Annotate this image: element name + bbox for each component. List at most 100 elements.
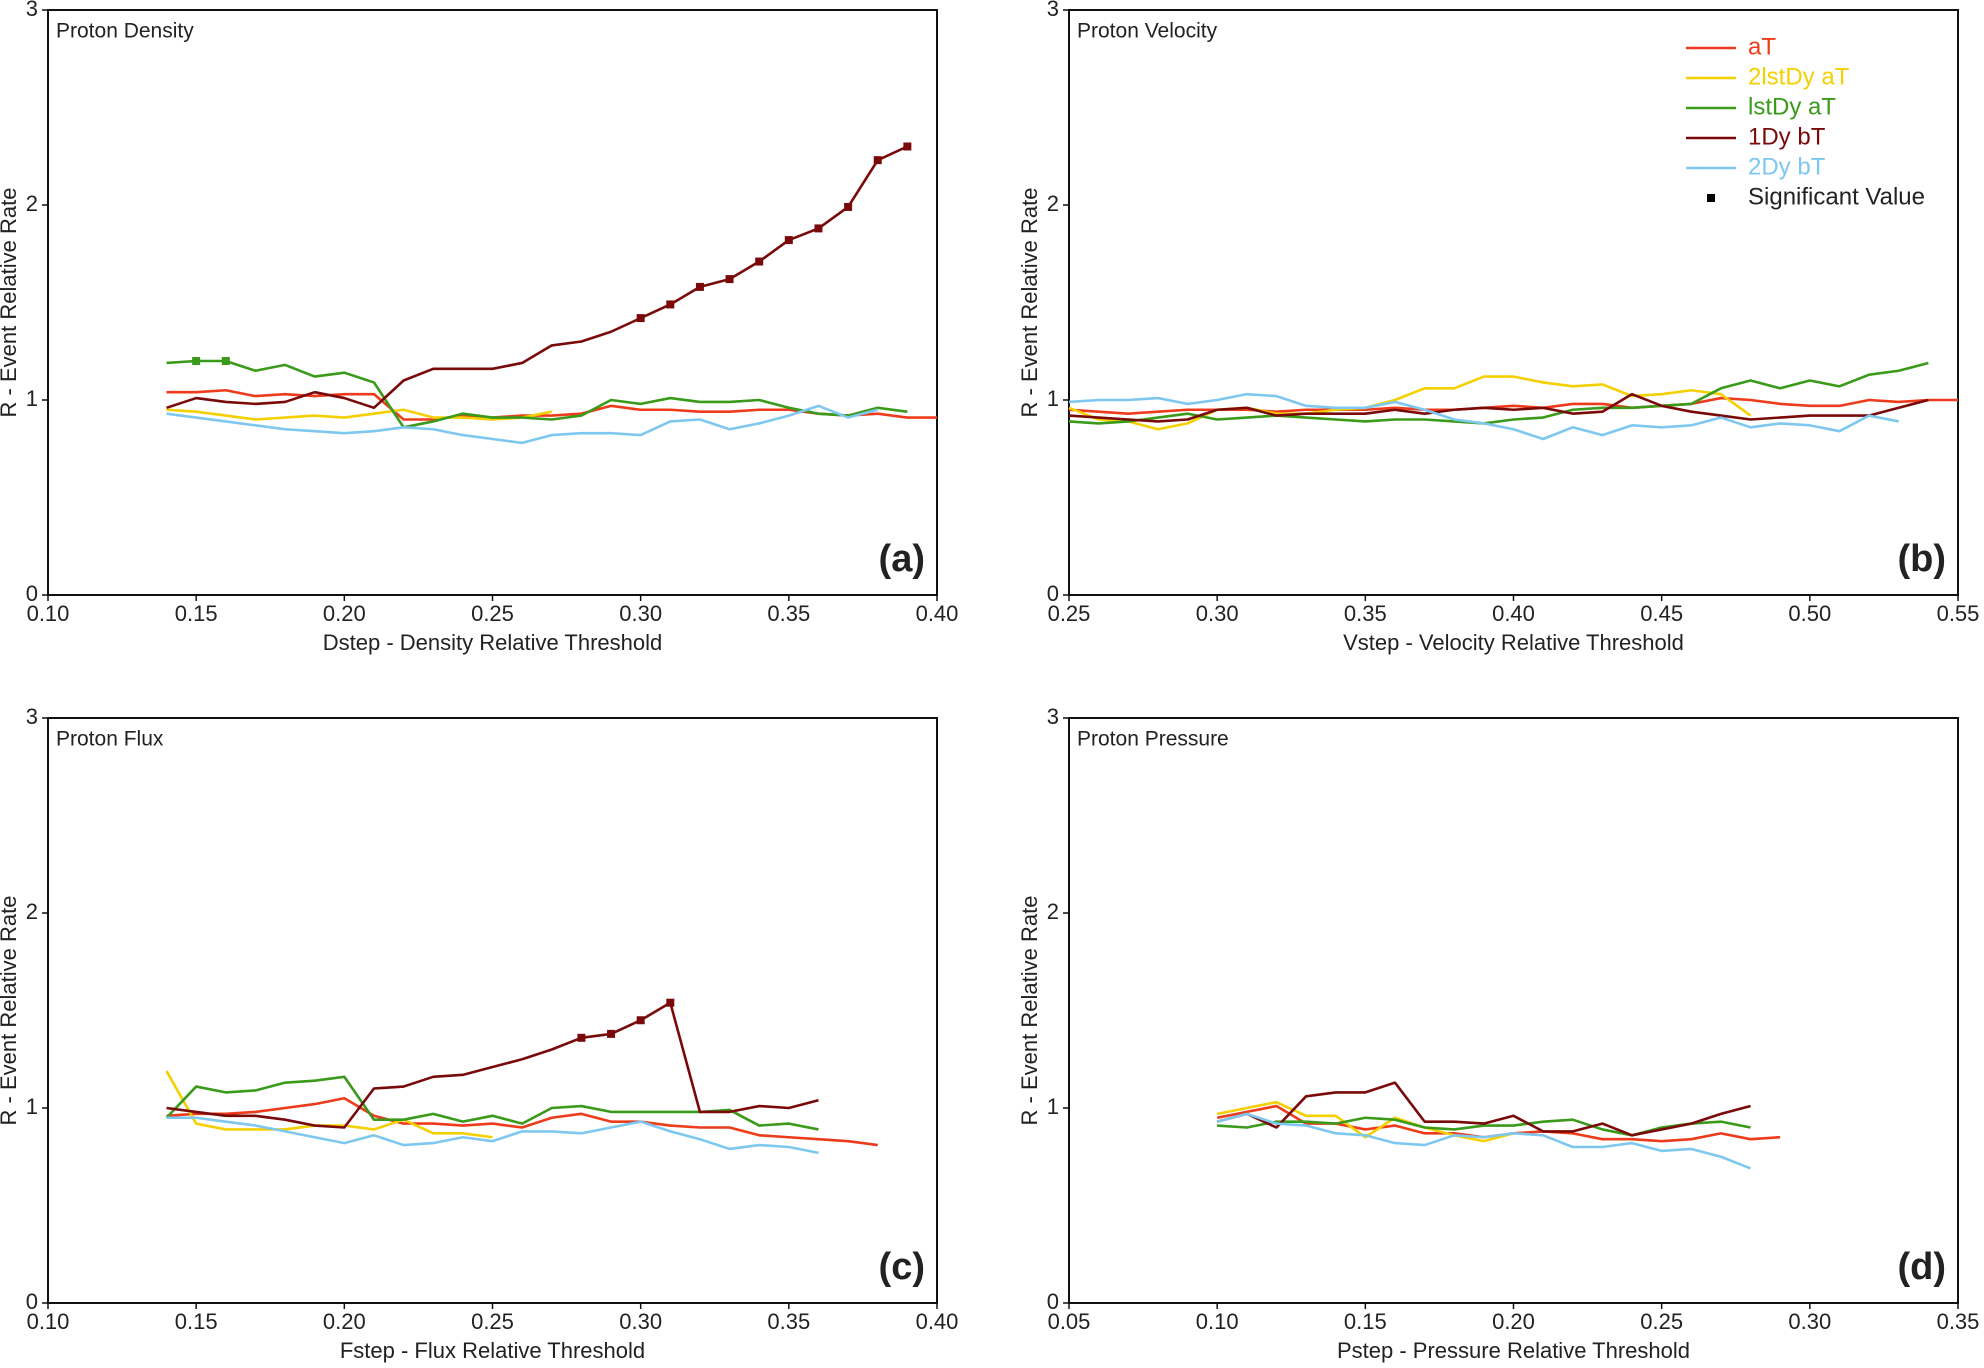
x-tick-label: 0.25 bbox=[471, 601, 514, 626]
x-tick-label: 0.35 bbox=[1344, 601, 1387, 626]
x-tick-label: 0.25 bbox=[1048, 601, 1091, 626]
x-tick-label: 0.35 bbox=[767, 601, 810, 626]
x-tick-label: 0.15 bbox=[175, 1309, 218, 1334]
x-axis-label: Vstep - Velocity Relative Threshold bbox=[1343, 630, 1684, 655]
y-tick-label: 3 bbox=[1047, 704, 1059, 729]
significant-marker bbox=[814, 224, 823, 233]
series-line bbox=[1217, 1116, 1751, 1137]
series-line bbox=[166, 1096, 878, 1147]
x-tick-label: 0.25 bbox=[1640, 1309, 1683, 1334]
x-axis-label: Fstep - Flux Relative Threshold bbox=[340, 1338, 645, 1363]
plot-frame bbox=[1068, 717, 1959, 1304]
x-axis-label: Dstep - Density Relative Threshold bbox=[323, 630, 663, 655]
legend-label: 1Dy bT bbox=[1748, 123, 1826, 150]
x-tick-label: 0.40 bbox=[1492, 601, 1535, 626]
y-tick-label: 0 bbox=[1047, 581, 1059, 606]
x-tick-label: 0.20 bbox=[1492, 1309, 1535, 1334]
significant-marker bbox=[695, 282, 704, 291]
x-tick-label: 0.30 bbox=[1788, 1309, 1831, 1334]
y-tick-label: 2 bbox=[1047, 899, 1059, 924]
significant-marker bbox=[192, 357, 201, 365]
y-axis-label: R - Event Relative Rate bbox=[1017, 188, 1042, 418]
panel-title: Proton Velocity bbox=[1077, 20, 1218, 43]
x-tick-label: 0.50 bbox=[1788, 601, 1831, 626]
x-tick-label: 0.30 bbox=[1196, 601, 1239, 626]
significant-marker bbox=[903, 142, 912, 151]
x-tick-label: 0.55 bbox=[1937, 601, 1980, 626]
panel-label: (b) bbox=[1897, 538, 1946, 580]
y-tick-label: 2 bbox=[26, 191, 38, 216]
y-tick-label: 1 bbox=[26, 386, 38, 411]
significant-marker bbox=[784, 236, 793, 245]
series-line bbox=[1216, 1112, 1752, 1170]
x-tick-label: 0.40 bbox=[916, 1309, 959, 1334]
x-tick-label: 0.15 bbox=[175, 601, 218, 626]
y-axis-label: R - Event Relative Rate bbox=[1017, 896, 1042, 1126]
significant-marker bbox=[873, 156, 882, 165]
y-tick-label: 1 bbox=[1047, 1094, 1059, 1119]
plot-frame bbox=[47, 717, 938, 1304]
series-line bbox=[1068, 392, 1929, 423]
x-tick-label: 0.10 bbox=[1196, 1309, 1239, 1334]
panel-label: (c) bbox=[879, 1246, 925, 1288]
series-line bbox=[166, 1116, 819, 1155]
significant-marker bbox=[755, 257, 764, 266]
significant-marker bbox=[607, 1029, 616, 1038]
y-tick-label: 0 bbox=[26, 581, 38, 606]
panel-label: (d) bbox=[1897, 1246, 1946, 1288]
x-tick-label: 0.05 bbox=[1048, 1309, 1091, 1334]
legend-label: lstDy aT bbox=[1748, 93, 1836, 120]
significant-marker bbox=[666, 300, 675, 309]
series-line bbox=[166, 145, 908, 410]
x-tick-label: 0.10 bbox=[27, 1309, 70, 1334]
significant-marker bbox=[725, 275, 734, 284]
significant-marker bbox=[844, 202, 853, 211]
panel-title: Proton Density bbox=[56, 20, 194, 43]
series-line bbox=[1068, 392, 1899, 441]
x-tick-label: 0.30 bbox=[619, 1309, 662, 1334]
significant-marker bbox=[577, 1033, 586, 1042]
series-line bbox=[166, 1001, 819, 1129]
x-tick-label: 0.20 bbox=[323, 1309, 366, 1334]
significant-marker bbox=[666, 998, 675, 1007]
y-tick-label: 2 bbox=[26, 899, 38, 924]
y-tick-label: 0 bbox=[26, 1289, 38, 1314]
y-tick-label: 3 bbox=[26, 0, 38, 21]
x-tick-label: 0.30 bbox=[619, 601, 662, 626]
x-tick-label: 0.20 bbox=[323, 601, 366, 626]
plot-frame bbox=[47, 9, 938, 596]
legend-marker bbox=[1707, 194, 1715, 202]
significant-marker bbox=[636, 314, 645, 323]
x-axis-label: Pstep - Pressure Relative Threshold bbox=[1337, 1338, 1690, 1363]
x-tick-label: 0.35 bbox=[767, 1309, 810, 1334]
y-tick-label: 2 bbox=[1047, 191, 1059, 216]
y-axis-label: R - Event Relative Rate bbox=[0, 896, 21, 1126]
significant-marker bbox=[221, 357, 230, 365]
series-line bbox=[1216, 1081, 1751, 1137]
x-tick-label: 0.15 bbox=[1344, 1309, 1387, 1334]
series-line bbox=[165, 1075, 819, 1131]
x-tick-label: 0.10 bbox=[27, 601, 70, 626]
x-tick-label: 0.25 bbox=[471, 1309, 514, 1334]
panel-title: Proton Flux bbox=[56, 728, 164, 751]
series-line bbox=[166, 408, 553, 421]
y-axis-label: R - Event Relative Rate bbox=[0, 188, 21, 418]
x-tick-label: 0.35 bbox=[1937, 1309, 1980, 1334]
legend-label: 2Dy bT bbox=[1748, 153, 1826, 180]
series-line bbox=[1068, 361, 1929, 425]
y-tick-label: 1 bbox=[1047, 386, 1059, 411]
series-line bbox=[166, 359, 908, 429]
significant-marker bbox=[636, 1016, 645, 1025]
x-tick-label: 0.40 bbox=[916, 601, 959, 626]
y-tick-label: 3 bbox=[1047, 0, 1059, 21]
y-tick-label: 0 bbox=[1047, 1289, 1059, 1314]
series-line bbox=[1068, 396, 1958, 415]
y-tick-label: 3 bbox=[26, 704, 38, 729]
legend-label: Significant Value bbox=[1748, 183, 1925, 210]
panel-label: (a) bbox=[879, 538, 925, 580]
legend-label: 2lstDy aT bbox=[1748, 63, 1850, 90]
panel-title: Proton Pressure bbox=[1077, 728, 1229, 751]
y-tick-label: 1 bbox=[26, 1094, 38, 1119]
series-line bbox=[166, 404, 879, 445]
